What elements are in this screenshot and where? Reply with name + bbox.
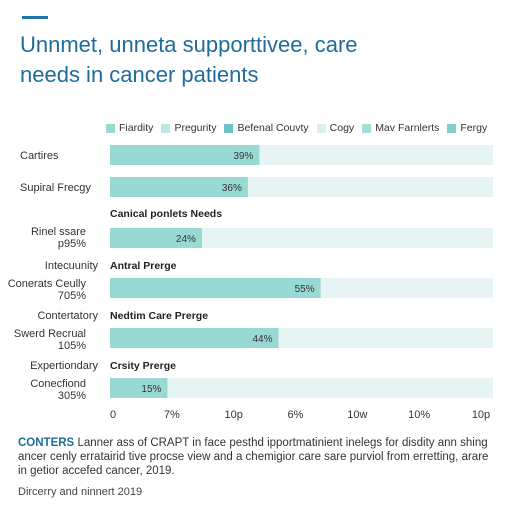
legend-label: Pregurity [174,122,217,134]
x-tick-label: 0 [110,409,116,421]
category-label: 105% [58,340,86,352]
row-side-label: Expertiondary [30,360,98,372]
legend-label: Befenal Couvty [237,122,309,134]
category-label: Cartires [20,150,59,162]
category-label: Swerd Recrual [14,328,86,340]
category-label: p95% [58,238,86,250]
bar-track [110,378,493,398]
chart-title-line-1: Unnmet, unneta supporttivee, care [20,32,358,57]
legend-label: Fergy [460,122,488,134]
bar-value-label: 44% [253,334,273,345]
category-label: 705% [58,290,86,302]
category-label: 305% [58,390,86,402]
legend-item: Mav Farnlerts [362,120,439,136]
chart-caption: CONTERS Lanner ass of CRAPT in face pest… [18,436,496,478]
legend-label: Mav Farnlerts [375,122,440,134]
legend-label: Cogy [329,122,355,134]
caption-lead: CONTERS [18,437,75,449]
category-label: Conecfiond [30,378,86,390]
bar [110,145,260,165]
bar [110,228,202,248]
bar-value-label: 24% [176,234,196,245]
bar-value-label: 15% [141,384,161,395]
section-label: Canical ponlets Needs [110,208,222,220]
bar [110,177,248,197]
bar-track [110,228,493,248]
legend-item: Befenal Couvty [224,120,309,136]
chart-title: Unnmet, unneta supporttivee, care needs … [20,30,490,90]
category-label: Supiral Frecgy [20,182,91,194]
caption-text: Lanner ass of CRAPT in face pesthd ippor… [18,437,489,477]
category-label: Rinel ssare [31,226,86,238]
legend-swatch [106,123,115,133]
x-tick-label: 10% [408,409,430,421]
bar [110,328,279,348]
bar [110,278,321,298]
title-accent-bar [22,16,48,19]
section-label: Antral Prerge [110,260,177,272]
legend-item: Fergy [447,120,487,136]
x-tick-label: 7% [164,409,180,421]
chart-legend: Fiardity Pregurity Befenal Couvty Cogy M… [106,120,495,136]
chart-title-line-2: needs in cancer patients [20,62,259,87]
legend-swatch [362,123,372,133]
legend-item: Pregurity [161,120,216,136]
legend-label: Fiardity [119,122,154,134]
x-tick-label: 6% [288,409,304,421]
section-label: Crsity Prerge [110,360,176,372]
legend-item: Cogy [316,120,355,136]
legend-swatch [447,123,457,133]
category-label: Conerats Ceully [8,278,87,290]
x-tick-label: 10w [347,409,367,421]
row-side-label: Intecuunity [45,260,99,272]
legend-swatch [161,123,171,133]
row-side-label: Contertatory [37,310,98,322]
chart-source: Dircerry and ninnert 2019 [18,486,143,498]
bar-value-label: 39% [233,151,253,162]
bar [110,378,168,398]
legend-item: Fiardity [106,120,153,136]
x-tick-label: 10p [472,409,490,421]
x-tick-label: 10p [224,409,242,421]
bar-value-label: 55% [295,284,315,295]
section-label: Nedtim Care Prerge [110,310,208,322]
bar-value-label: 36% [222,183,242,194]
legend-swatch [224,123,234,133]
legend-swatch [316,123,326,133]
